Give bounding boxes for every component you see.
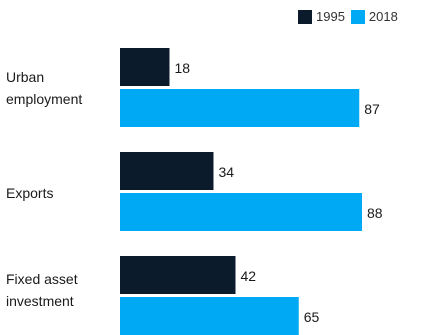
legend-swatch-2018 xyxy=(350,9,365,24)
value-label-exports-1995: 34 xyxy=(219,164,235,180)
bar-exports-1995 xyxy=(120,152,214,190)
category-label-fixed-asset-investment: Fixed asset investment xyxy=(6,271,78,309)
value-label-fixed-asset-investment-2018: 65 xyxy=(304,309,320,325)
legend-label-2018: 2018 xyxy=(368,9,398,24)
legend: 1995 2018 xyxy=(298,9,404,24)
value-label-fixed-asset-investment-1995: 42 xyxy=(241,268,257,284)
category-label-urban-employment: Urban employment xyxy=(6,69,83,107)
bar-urban-employment-2018 xyxy=(120,89,360,127)
legend-item-2018: 2018 xyxy=(350,9,398,24)
value-label-urban-employment-1995: 18 xyxy=(175,60,191,76)
value-label-exports-2018: 88 xyxy=(367,205,383,221)
bar-exports-2018 xyxy=(120,193,362,231)
bar-fixed-asset-investment-2018 xyxy=(120,297,299,335)
legend-label-1995: 1995 xyxy=(316,9,345,24)
bar-urban-employment-1995 xyxy=(120,48,170,86)
legend-swatch-1995 xyxy=(298,9,312,24)
bar-fixed-asset-investment-1995 xyxy=(120,256,236,294)
value-label-urban-employment-2018: 87 xyxy=(364,101,380,117)
category-label-exports: Exports xyxy=(6,185,54,201)
legend-item-1995: 1995 xyxy=(298,9,345,24)
